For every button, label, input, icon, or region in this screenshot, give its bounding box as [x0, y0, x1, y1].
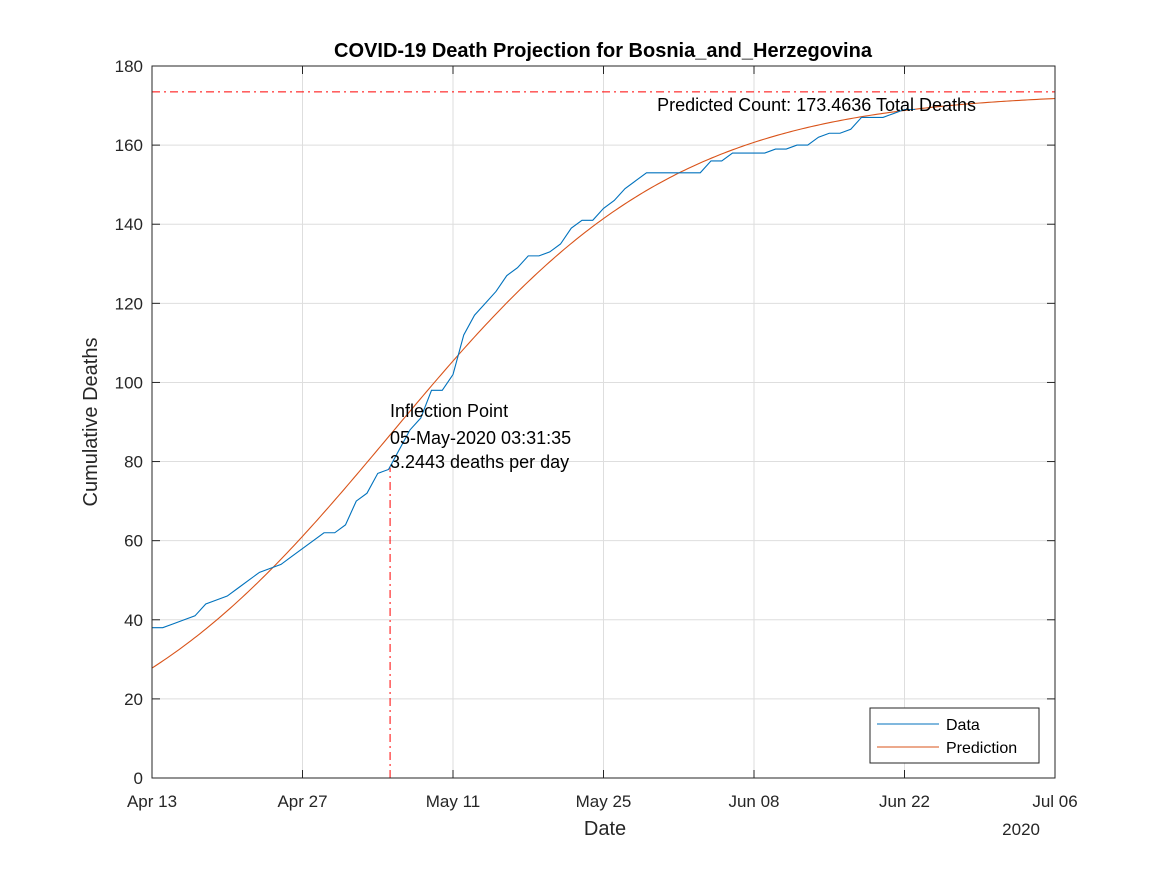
- y-tick-label: 20: [124, 690, 143, 709]
- x-axis-year-label: 2020: [1002, 820, 1040, 839]
- chart-title: COVID-19 Death Projection for Bosnia_and…: [334, 40, 873, 62]
- predicted-count-annotation: Predicted Count: 173.4636 Total Deaths: [657, 95, 976, 115]
- inflection-annotation-line-1: Inflection Point: [390, 401, 508, 421]
- inflection-annotation-line-2: 05-May-2020 03:31:35: [390, 428, 571, 448]
- x-tick-label: May 25: [576, 792, 632, 811]
- y-tick-label: 60: [124, 532, 143, 551]
- prediction-line: [151, 97, 1056, 669]
- y-tick-label: 140: [115, 215, 143, 234]
- y-tick-label: 120: [115, 294, 143, 313]
- y-tick-label: 80: [124, 453, 143, 472]
- y-axis-title: Cumulative Deaths: [80, 338, 102, 507]
- y-tick-label: 160: [115, 136, 143, 155]
- x-tick-label: Jul 06: [1032, 792, 1077, 811]
- x-tick-label: Apr 27: [277, 792, 327, 811]
- y-tick-label: 40: [124, 611, 143, 630]
- x-tick-label: Apr 13: [127, 792, 177, 811]
- ticks: Apr 13 Apr 27 May 11 May 25 Jun 08 Jun 22 Jul …: [115, 57, 1078, 811]
- x-axis-title: Date: [584, 818, 626, 840]
- y-tick-label: 180: [115, 57, 143, 76]
- reference-lines: [152, 91, 1055, 778]
- x-tick-label: Jun 22: [879, 792, 930, 811]
- y-tick-label: 0: [134, 769, 143, 788]
- legend-label-data: Data: [946, 717, 980, 734]
- legend-box: [869, 707, 1040, 764]
- inflection-annotation-line-3: 3.2443 deaths per day: [390, 452, 569, 472]
- data-line: [152, 108, 916, 629]
- x-tick-label: Jun 08: [728, 792, 779, 811]
- series-group: [151, 97, 1056, 669]
- legend: Data Prediction: [869, 707, 1040, 764]
- y-tick-label: 100: [115, 373, 143, 392]
- legend-label-prediction: Prediction: [946, 740, 1017, 757]
- x-tick-label: May 11: [426, 792, 481, 811]
